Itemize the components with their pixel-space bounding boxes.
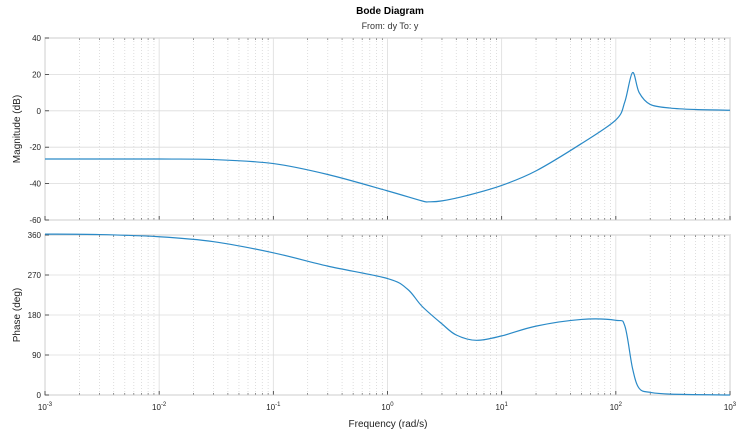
- y-tick-label: -20: [29, 143, 41, 152]
- x-tick-label: 101: [496, 402, 509, 412]
- y-tick-label: 90: [32, 351, 41, 360]
- magnitude-panel: -60 -40 -20 0 20 40 Magnitude (dB): [12, 34, 731, 225]
- phase-grid: [44, 234, 731, 396]
- y-tick-label: 20: [32, 70, 41, 79]
- y-tick-label: -40: [29, 180, 41, 189]
- phase-curve: [44, 233, 731, 396]
- y-tick-label: 360: [28, 231, 42, 240]
- magnitude-y-ticks: -60 -40 -20 0 20 40: [29, 34, 41, 225]
- chart-subtitle: From: dy To: y: [362, 21, 419, 31]
- x-tick-label: 10-1: [266, 402, 281, 412]
- y-tick-label: 0: [37, 107, 42, 116]
- y-tick-label: -60: [29, 216, 41, 225]
- frequency-x-ticks: 10-3 10-2 10-1 100 101 102 103: [38, 402, 737, 412]
- x-tick-label: 10-3: [38, 402, 53, 412]
- magnitude-grid: [44, 37, 731, 221]
- phase-y-axis-label: Phase (deg): [12, 288, 23, 342]
- y-tick-label: 270: [28, 271, 42, 280]
- x-axis-label: Frequency (rad/s): [349, 419, 428, 430]
- x-tick-label: 100: [381, 402, 394, 412]
- magnitude-y-axis-label: Magnitude (dB): [12, 95, 23, 163]
- y-tick-label: 40: [32, 34, 41, 43]
- y-tick-label: 180: [28, 311, 42, 320]
- chart-title: Bode Diagram: [356, 6, 424, 17]
- y-tick-label: 0: [37, 391, 42, 400]
- x-tick-label: 10-2: [152, 402, 167, 412]
- x-tick-label: 103: [724, 402, 737, 412]
- x-tick-label: 102: [610, 402, 623, 412]
- magnitude-curve: [44, 71, 731, 203]
- phase-panel: 0 90 180 270 360 Phase (deg): [12, 231, 731, 400]
- phase-y-ticks: 0 90 180 270 360: [28, 231, 42, 400]
